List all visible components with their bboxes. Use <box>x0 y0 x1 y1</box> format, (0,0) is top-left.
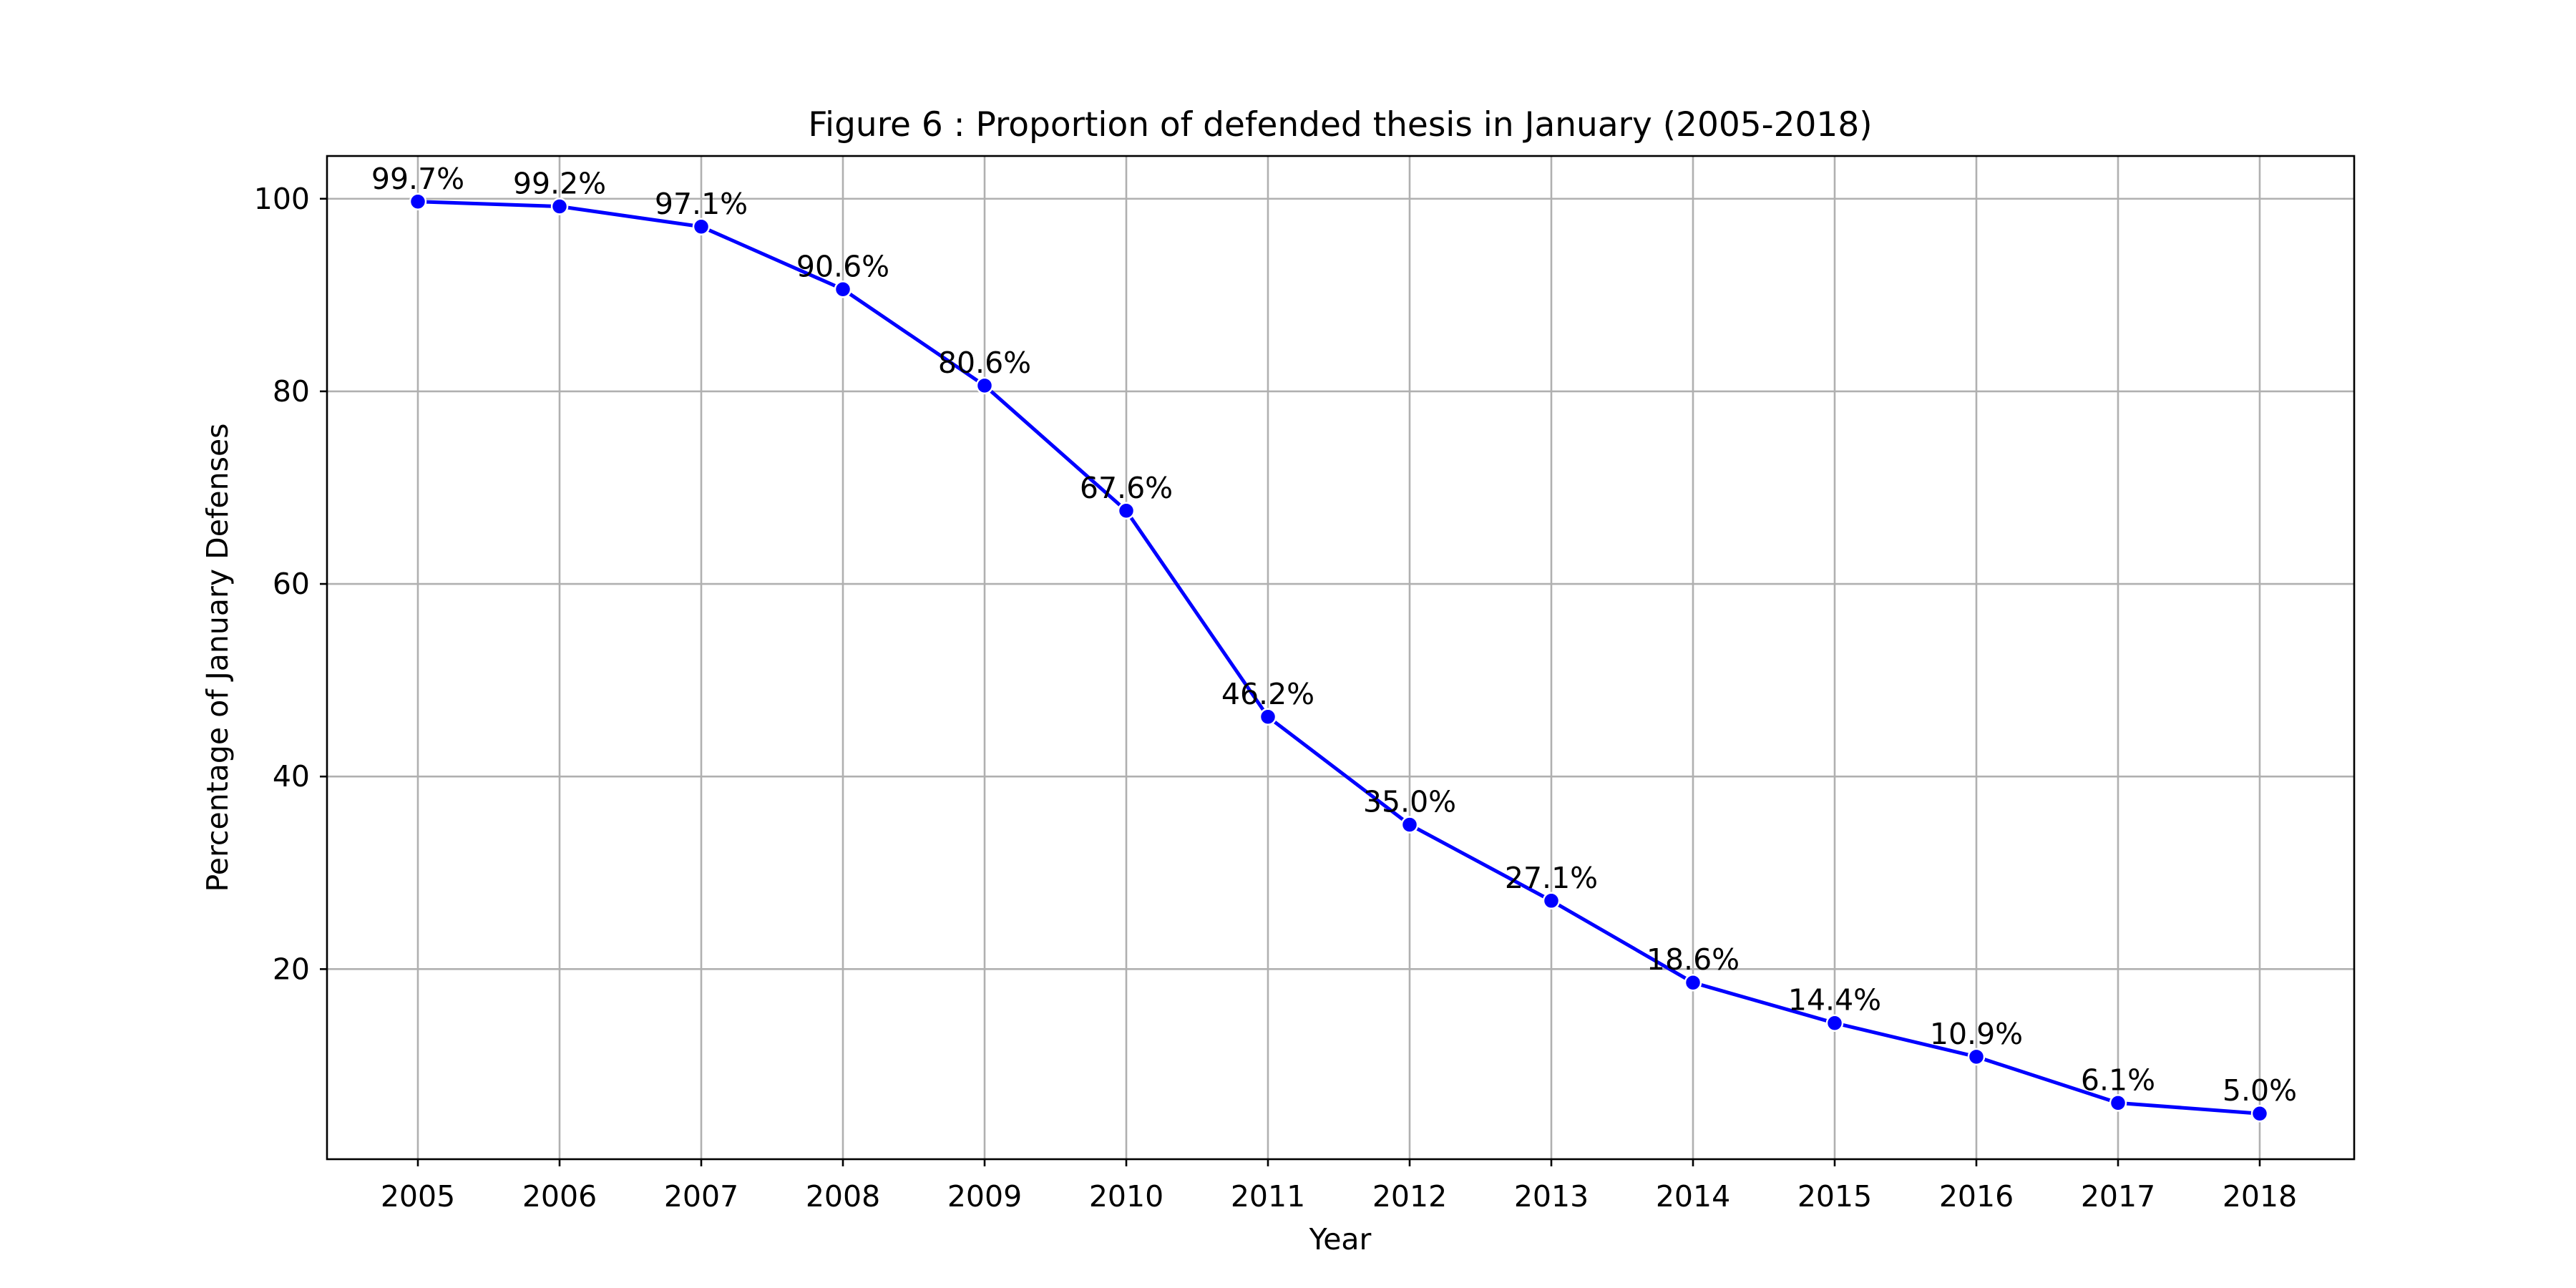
data-label: 90.6% <box>796 249 889 283</box>
x-tick-label: 2009 <box>947 1179 1022 1214</box>
grid-layer <box>327 156 2354 1159</box>
x-tick-label: 2013 <box>1514 1179 1589 1214</box>
x-tick-label: 2016 <box>1939 1179 2014 1214</box>
data-label: 6.1% <box>2081 1063 2155 1097</box>
x-tick-label: 2015 <box>1797 1179 1872 1214</box>
series-line <box>417 200 2260 1116</box>
data-point <box>2109 1094 2127 1112</box>
data-point <box>975 376 994 395</box>
y-axis-label: Percentage of January Defenses <box>200 423 235 892</box>
x-tick-label: 2014 <box>1656 1179 1730 1214</box>
data-label: 14.4% <box>1788 983 1881 1018</box>
data-label: 99.7% <box>371 162 464 196</box>
series-layer <box>409 192 2269 1123</box>
data-label: 46.2% <box>1221 677 1314 711</box>
data-label: 99.2% <box>513 167 606 201</box>
data-point <box>1400 816 1419 834</box>
data-point <box>1542 892 1561 910</box>
data-label: 35.0% <box>1363 784 1456 819</box>
x-tick-label: 2018 <box>2223 1179 2297 1214</box>
x-tick-label: 2011 <box>1231 1179 1305 1214</box>
data-point <box>1259 708 1277 726</box>
chart-title: Figure 6 : Proportion of defended thesis… <box>808 105 1872 145</box>
x-axis-label: Year <box>1309 1222 1372 1257</box>
data-point <box>1117 502 1136 520</box>
data-label: 80.6% <box>938 346 1031 380</box>
data-point <box>1684 973 1702 992</box>
data-label-layer: 99.7% 99.2% 97.1% 90.6% 80.6% 67.6% 46.2% 35.0%… <box>371 162 2297 1108</box>
data-label: 10.9% <box>1930 1017 2023 1051</box>
x-tick-label: 2010 <box>1089 1179 1163 1214</box>
x-tick-label: 2017 <box>2081 1179 2155 1214</box>
data-point <box>692 218 711 236</box>
data-label: 67.6% <box>1080 471 1173 505</box>
y-tick-label: 20 <box>273 952 310 986</box>
data-point <box>409 192 427 211</box>
tick-layer: 2005 2006 2007 2008 2009 2010 2011 2012 2013 2014… <box>254 182 2297 1214</box>
data-point <box>1967 1048 1986 1066</box>
y-tick-label: 80 <box>273 374 310 409</box>
x-tick-label: 2008 <box>806 1179 880 1214</box>
data-label: 5.0% <box>2223 1073 2297 1108</box>
y-tick-label: 60 <box>273 567 310 601</box>
y-tick-label: 100 <box>254 182 310 216</box>
data-label: 27.1% <box>1505 861 1598 895</box>
data-point <box>1825 1014 1844 1032</box>
data-point <box>834 280 852 298</box>
x-tick-label: 2012 <box>1372 1179 1447 1214</box>
y-tick-label: 40 <box>273 759 310 794</box>
data-label: 97.1% <box>655 187 748 221</box>
data-label: 18.6% <box>1646 942 1740 977</box>
plot-frame <box>326 155 2356 1161</box>
data-point <box>550 197 569 215</box>
data-point <box>2250 1104 2269 1123</box>
x-tick-label: 2006 <box>522 1179 597 1214</box>
x-tick-label: 2005 <box>381 1179 455 1214</box>
x-tick-label: 2007 <box>664 1179 738 1214</box>
